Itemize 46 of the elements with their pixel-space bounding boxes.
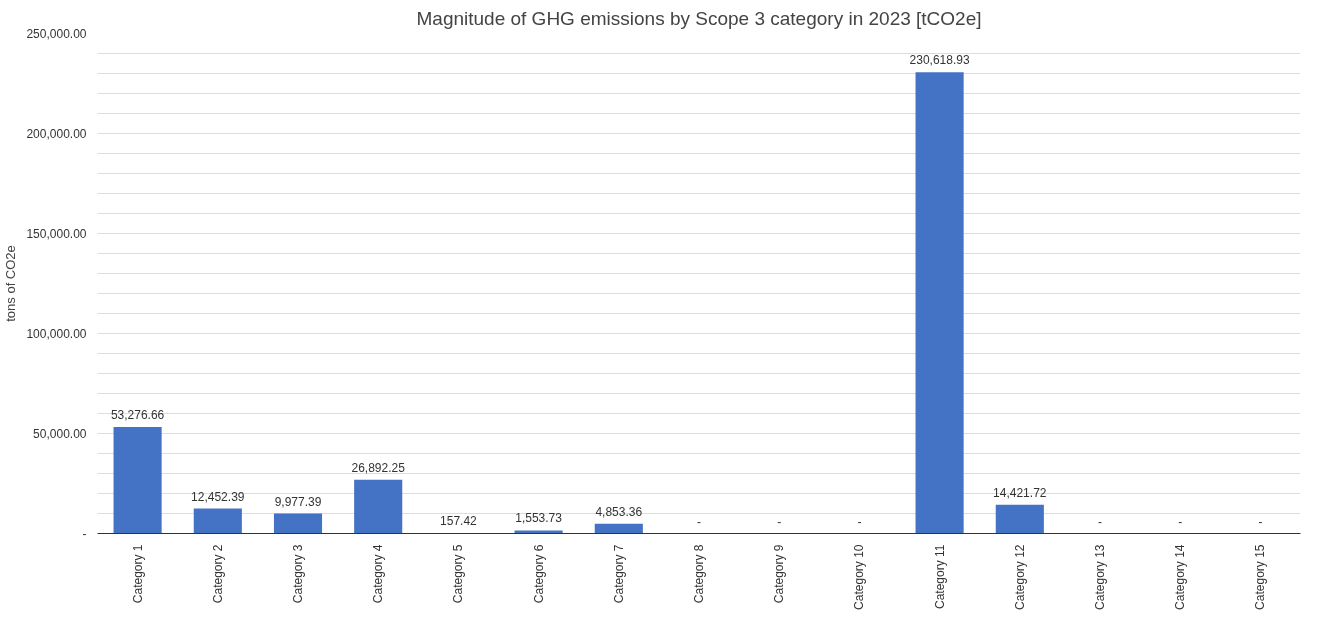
y-tick-label: 50,000.00: [33, 427, 87, 441]
x-tick-label: Category 2: [210, 544, 225, 604]
bar: [354, 479, 403, 534]
bar: [113, 426, 162, 534]
data-label: -: [777, 514, 782, 529]
data-label: 26,892.25: [351, 460, 406, 475]
x-tick-label: Category 3: [291, 544, 305, 604]
data-label: -: [1098, 514, 1102, 529]
y-axis-title: tons of CO2e: [3, 245, 19, 322]
data-label: -: [1178, 514, 1183, 529]
data-label: -: [857, 514, 862, 529]
y-tick-label: -: [82, 527, 87, 541]
data-label: -: [1258, 514, 1263, 529]
chart-title: Magnitude of GHG emissions by Scope 3 category in 2023 [tCO2e]: [416, 7, 982, 29]
x-tick-label: Category 15: [1253, 544, 1268, 610]
data-label: 230,618.93: [909, 53, 970, 68]
bar: [273, 513, 323, 534]
data-label: 53,276.66: [110, 407, 165, 422]
data-label: -: [697, 514, 701, 529]
x-tick-label: Category 14: [1173, 544, 1188, 610]
data-label: 4,853.36: [595, 504, 643, 519]
x-tick-label: Category 6: [531, 544, 546, 604]
x-tick-label: Category 10: [852, 544, 867, 610]
data-label: 157.42: [440, 514, 478, 529]
x-tick-label: Category 11: [932, 544, 947, 609]
bar: [514, 530, 563, 534]
data-label: 12,452.39: [191, 489, 245, 504]
bar: [193, 508, 242, 534]
data-label: 9,977.39: [274, 494, 322, 509]
y-tick-label: 200,000.00: [26, 127, 87, 141]
x-tick-label: Category 1: [130, 544, 145, 604]
x-tick-label: Category 13: [1093, 544, 1107, 610]
y-tick-label: 150,000.00: [26, 227, 87, 241]
bar: [995, 504, 1044, 534]
x-tick-label: Category 8: [692, 544, 706, 604]
data-label: 14,421.72: [993, 485, 1047, 500]
x-tick-label: Category 7: [611, 544, 626, 604]
x-tick-label: Category 12: [1012, 544, 1027, 610]
y-tick-label: 250,000.00: [26, 27, 87, 41]
data-label: 1,553.73: [515, 511, 563, 526]
x-tick-label: Category 5: [451, 544, 466, 604]
bar: [594, 523, 643, 534]
x-tick-label: Category 4: [371, 544, 386, 604]
x-tick-label: Category 9: [772, 544, 787, 604]
y-tick-label: 100,000.00: [26, 327, 87, 341]
bar: [915, 72, 964, 534]
